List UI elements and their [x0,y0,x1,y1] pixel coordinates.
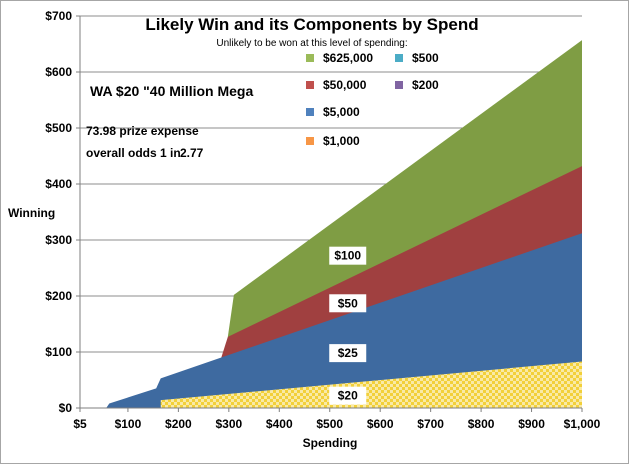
chart-title: Likely Win and its Components by Spend [145,15,478,34]
band-label: $25 [338,346,358,360]
legend-swatch [306,54,314,62]
odds-value: 2.77 [180,146,204,160]
x-tick-label: $300 [215,417,242,431]
x-tick-labels: $5 $100 $200 $300 $400 $500 $600 $700 $800 $900 $1… [73,417,600,431]
y-tick-label: $400 [45,177,72,191]
legend: $625,000 $500 $50,000 $200 $5,000 $1,000 [306,51,439,148]
y-tick-labels: $0 $100 $200 $300 $400 $500 $600 $700 [45,9,72,415]
x-tick-label: $400 [266,417,293,431]
odds-note: overall odds 1 in [86,146,181,160]
area-bands [106,40,583,408]
legend-label: $200 [412,78,439,92]
y-tick-label: $300 [45,233,72,247]
band-label: $20 [338,389,358,403]
legend-swatch [306,108,314,116]
legend-swatch [306,137,314,145]
x-tick-label: $900 [518,417,545,431]
band-label: $50 [338,296,358,310]
x-tick-label: $100 [115,417,142,431]
x-tick-label: $500 [316,417,343,431]
legend-label: $625,000 [323,51,373,65]
x-tick-label: $600 [367,417,394,431]
band-label-box [329,386,367,405]
chart-subtitle: Unlikely to be won at this level of spen… [216,38,407,49]
y-tick-label: $200 [45,289,72,303]
x-tick-label: $1,000 [564,417,601,431]
y-tick-label: $0 [59,401,73,415]
band-label-box [329,294,367,313]
legend-swatch [395,54,403,62]
legend-label: $5,000 [323,105,360,119]
x-tick-label: $800 [468,417,495,431]
band-20 [160,361,582,408]
band-25 [106,233,583,408]
band-label-box [329,344,367,363]
axes [76,15,583,412]
band-label-box [329,246,367,265]
y-tick-label: $600 [45,65,72,79]
y-axis-label: Winning [8,206,55,220]
y-tick-label: $700 [45,9,72,23]
legend-swatch [306,81,314,89]
x-tick-label: $700 [417,417,444,431]
prize-expense-note: 73.98 prize expense [86,124,199,138]
legend-label: $1,000 [323,134,360,148]
legend-swatch [395,81,403,89]
x-tick-label: $5 [73,417,87,431]
band-labels: $20 $25 $50 $100 [329,246,367,405]
game-name: WA $20 "40 Million Mega [90,83,253,99]
legend-label: $500 [412,51,439,65]
y-tick-label: $100 [45,345,72,359]
band-label: $100 [334,249,361,263]
x-tick-label: $200 [165,417,192,431]
y-tick-label: $500 [45,121,72,135]
x-axis-label: Spending [303,436,358,450]
legend-label: $50,000 [323,78,367,92]
